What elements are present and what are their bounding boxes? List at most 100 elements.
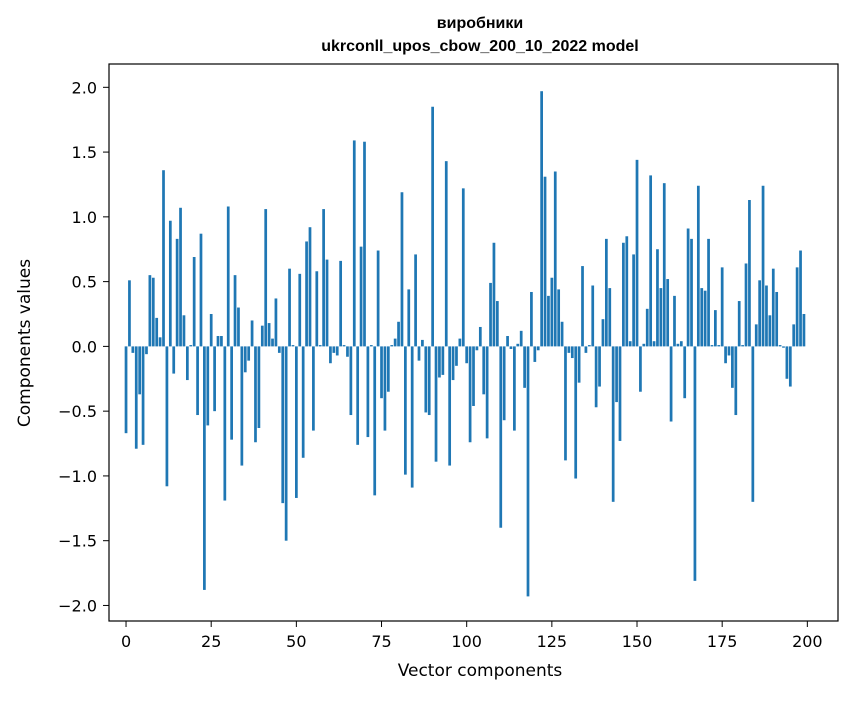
bar-component-185 [754, 324, 758, 347]
bar-component-152 [642, 343, 646, 347]
bar-component-41 [264, 209, 268, 347]
bar-component-120 [533, 346, 537, 362]
bar-component-135 [584, 346, 588, 353]
bar-component-145 [618, 346, 622, 441]
bar-component-81 [400, 192, 404, 347]
bar-component-1 [128, 280, 131, 347]
bar-component-163 [679, 341, 683, 347]
bar-component-16 [179, 207, 182, 347]
bar-component-77 [386, 346, 390, 392]
bar-component-85 [414, 254, 417, 347]
bar-component-109 [495, 301, 499, 347]
bar-component-146 [622, 242, 625, 347]
bar-component-100 [465, 346, 469, 364]
bar-component-102 [472, 346, 475, 406]
bar-component-47 [284, 346, 288, 541]
bar-component-55 [312, 346, 315, 431]
bar-component-143 [611, 346, 615, 502]
bar-component-5 [141, 346, 145, 445]
bar-component-67 [352, 140, 356, 347]
bar-component-88 [424, 346, 428, 413]
bar-component-42 [267, 323, 271, 347]
bar-component-18 [185, 346, 189, 381]
bar-component-151 [639, 346, 642, 392]
bar-component-45 [277, 346, 281, 353]
bar-component-28 [220, 336, 223, 347]
bar-component-104 [478, 326, 482, 347]
bar-component-178 [731, 346, 734, 388]
bar-component-199 [802, 314, 806, 347]
bar-component-123 [543, 176, 547, 347]
bar-component-29 [223, 346, 227, 501]
bar-component-80 [397, 321, 400, 347]
bar-component-83 [407, 289, 411, 347]
bar-component-139 [598, 346, 601, 387]
bar-component-168 [696, 185, 700, 347]
bar-component-44 [274, 298, 278, 347]
bar-component-157 [659, 288, 663, 347]
bar-component-133 [577, 346, 581, 383]
bar-component-93 [441, 346, 445, 375]
bar-component-52 [301, 346, 305, 458]
bar-component-57 [318, 345, 322, 347]
x-axis-label: Vector components [398, 661, 563, 681]
bar-component-21 [196, 346, 199, 416]
x-tick-label: 75 [371, 632, 391, 651]
bar-component-84 [410, 346, 414, 488]
x-tick-label: 175 [707, 632, 738, 651]
bar-component-164 [683, 346, 687, 399]
bar-component-14 [172, 346, 176, 374]
bar-component-121 [536, 346, 540, 351]
bar-component-187 [761, 185, 765, 347]
bar-component-68 [356, 346, 360, 445]
bar-component-23 [203, 346, 206, 590]
bar-component-108 [492, 242, 496, 347]
bar-component-89 [427, 346, 431, 416]
bar-component-173 [714, 310, 717, 347]
bar-component-12 [165, 346, 169, 487]
bar-component-180 [737, 301, 741, 347]
bar-component-141 [604, 238, 608, 347]
bar-component-156 [656, 249, 659, 347]
bar-component-63 [339, 260, 343, 347]
x-tick-label: 100 [451, 632, 482, 651]
bar-component-26 [213, 346, 216, 412]
bar-component-144 [615, 346, 618, 403]
bar-component-149 [632, 254, 635, 347]
bar-component-20 [192, 257, 196, 347]
bar-component-126 [553, 171, 557, 347]
y-tick-label: 0.5 [72, 273, 97, 292]
bar-component-25 [209, 314, 213, 347]
y-axis-label: Components values [15, 259, 35, 427]
bar-component-82 [404, 346, 407, 475]
bar-component-118 [526, 346, 530, 597]
bar-component-76 [383, 346, 387, 431]
bar-component-13 [168, 220, 172, 347]
bar-component-38 [254, 346, 257, 443]
bar-component-19 [189, 345, 193, 347]
x-tick-label: 150 [622, 632, 653, 651]
bar-component-166 [690, 238, 693, 347]
bar-component-9 [155, 317, 159, 347]
y-tick-label: −0.5 [58, 402, 97, 421]
y-tick-label: −1.0 [58, 467, 97, 486]
y-tick-label: 2.0 [72, 78, 97, 97]
bar-component-3 [134, 346, 138, 449]
bar-component-17 [182, 315, 186, 347]
bar-component-172 [710, 345, 714, 347]
x-tick-label: 0 [121, 632, 131, 651]
x-tick-label: 25 [201, 632, 221, 651]
bar-component-182 [744, 263, 748, 347]
bar-component-198 [799, 250, 802, 347]
x-tick-label: 50 [286, 632, 306, 651]
bar-component-134 [581, 266, 584, 347]
bar-component-119 [530, 291, 533, 347]
bar-component-137 [591, 285, 595, 347]
bar-component-115 [516, 343, 520, 347]
bar-component-87 [421, 339, 424, 347]
bar-component-86 [417, 346, 421, 361]
bar-component-186 [758, 280, 762, 347]
bar-component-50 [295, 346, 298, 498]
bar-component-142 [608, 288, 612, 347]
